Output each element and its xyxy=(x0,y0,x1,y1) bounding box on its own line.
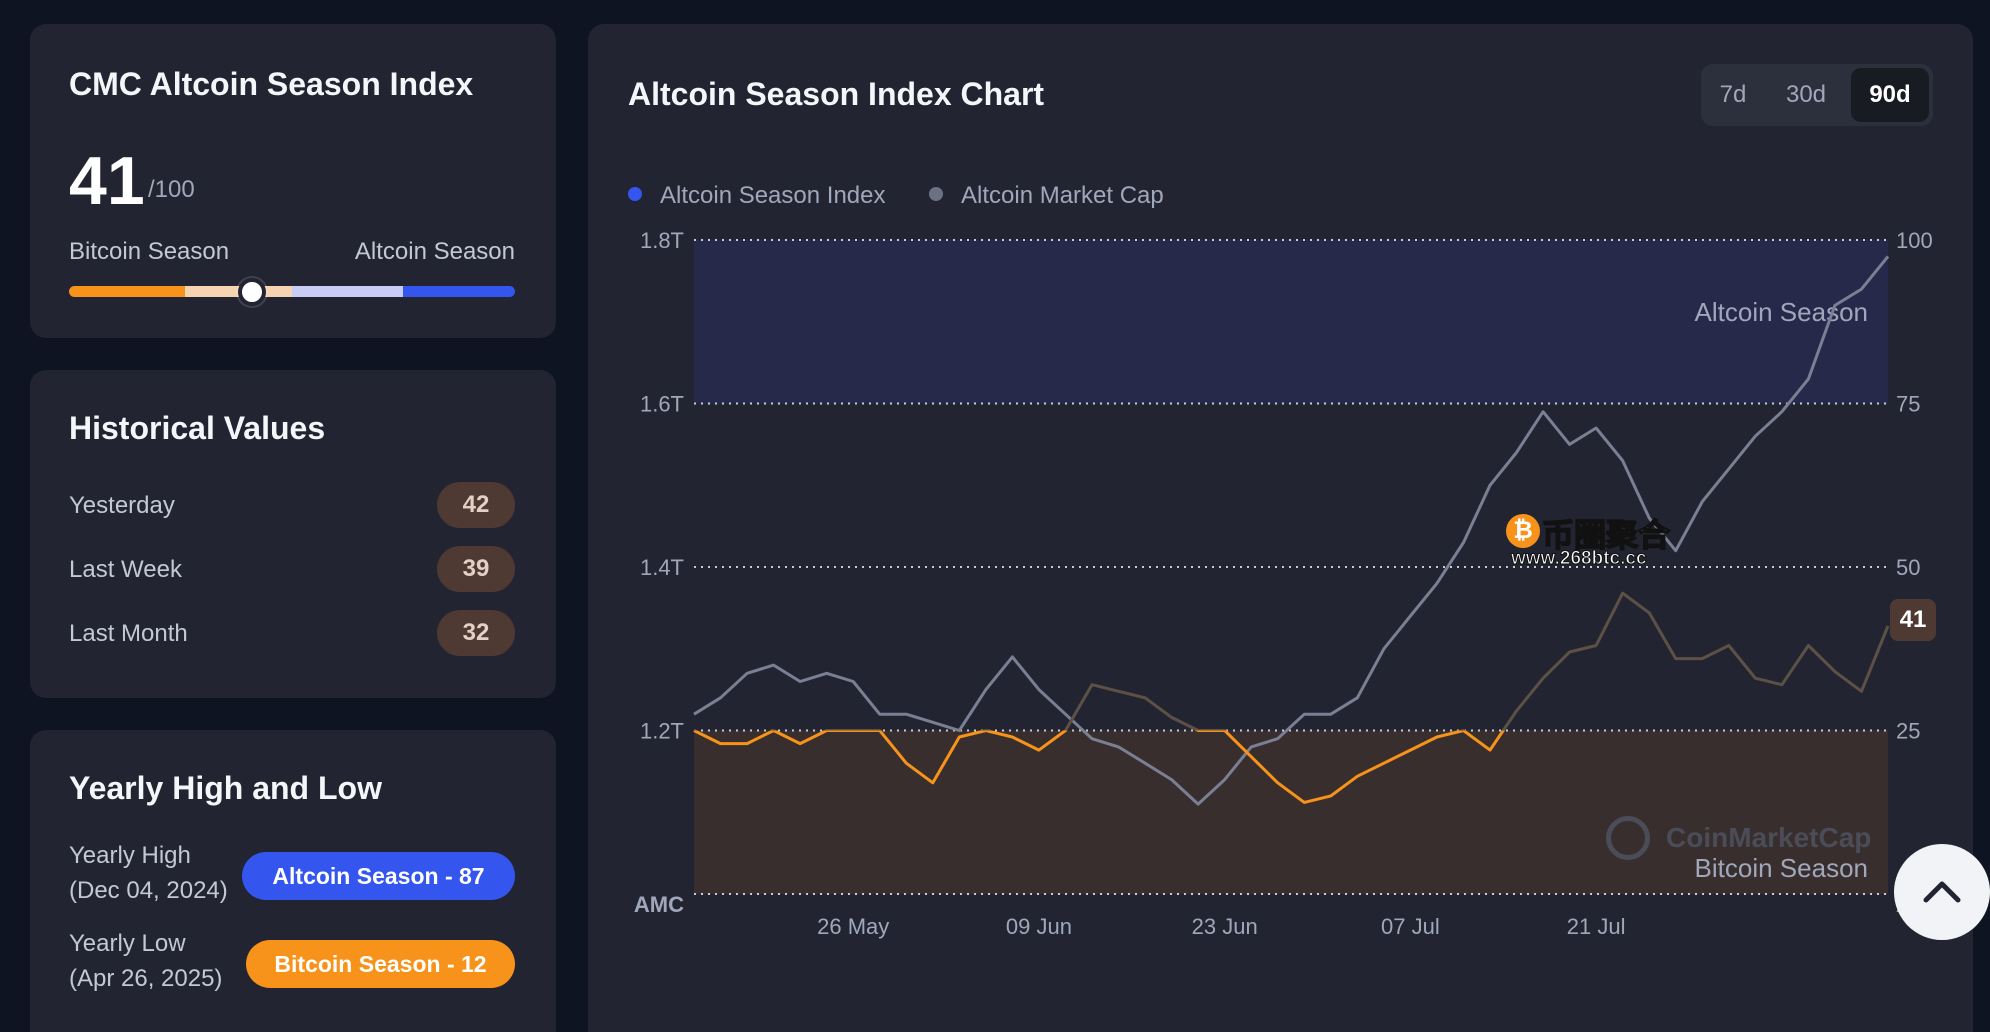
bitcoin-coin-icon: ₿ xyxy=(1506,514,1540,548)
coinmarketcap-watermark-text: CoinMarketCap xyxy=(1666,822,1872,853)
left-axis-tick: 1.2T xyxy=(640,719,684,744)
scroll-to-top-button[interactable] xyxy=(1894,844,1990,940)
historical-card: Historical Values Yesterday 42 Last Week… xyxy=(30,370,556,698)
gauge-thumb[interactable] xyxy=(237,278,266,306)
historical-label: Yesterday xyxy=(69,492,175,519)
historical-label: Last Month xyxy=(69,620,188,647)
yearly-title: Yearly High and Low xyxy=(69,770,382,806)
series-line-altcoin-season-index xyxy=(694,591,1890,731)
x-axis-tick: 23 Jun xyxy=(1192,914,1258,939)
gauge-bitcoin-segment xyxy=(69,286,185,297)
index-value: 41 xyxy=(69,143,145,219)
altcoin-season-zone xyxy=(694,240,1888,404)
legend-item-market-cap[interactable]: Altcoin Market Cap xyxy=(929,182,1164,210)
right-axis-tick: 75 xyxy=(1896,392,1920,417)
watermark-text: 币圈聚合 xyxy=(1541,516,1671,554)
chart-plot: 1.2T1.4T1.6T1.8T255075100AMCASI26 May09 … xyxy=(634,228,1933,939)
chart-title: Altcoin Season Index Chart xyxy=(628,76,1045,112)
yearly-high-label: Yearly High xyxy=(69,842,191,869)
left-axis-tick: 1.8T xyxy=(640,228,684,253)
yearly-card: Yearly High and Low Yearly High (Dec 04,… xyxy=(30,730,556,1032)
right-axis-tick: 25 xyxy=(1896,719,1920,744)
x-axis-tick: 21 Jul xyxy=(1567,914,1626,939)
historical-title: Historical Values xyxy=(69,410,326,446)
legend-item-index[interactable]: Altcoin Season Index xyxy=(628,182,885,210)
series-line-altcoin-season-index-bitcoin-zone xyxy=(693,730,1506,804)
gauge-light-orange-segment xyxy=(184,286,239,297)
yearly-high-pill: Altcoin Season - 87 xyxy=(242,852,515,900)
bitcoin-season-zone-label: Bitcoin Season xyxy=(1695,853,1868,883)
historical-value-badge: 39 xyxy=(437,546,515,592)
right-axis-tick: 100 xyxy=(1896,228,1933,253)
index-card: CMC Altcoin Season Index 41 /100 Bitcoin… xyxy=(30,24,556,338)
left-axis-tick: 1.4T xyxy=(640,555,684,580)
legend-dot-grey-icon xyxy=(929,187,943,201)
left-axis-tick: 1.6T xyxy=(640,392,684,417)
gauge-light-blue-segment xyxy=(291,286,404,297)
timeframe-7d-button[interactable]: 7d xyxy=(1719,81,1747,108)
legend-label: Altcoin Season Index xyxy=(660,182,886,209)
watermark-url: www.268btc.cc xyxy=(1511,548,1648,570)
bitcoin-season-zone xyxy=(694,730,1888,894)
index-max: /100 xyxy=(148,176,195,203)
series-line-altcoin-market-cap xyxy=(693,255,1890,806)
x-axis-tick: 26 May xyxy=(817,914,889,939)
historical-row-last-month: Last Month 32 xyxy=(69,610,515,656)
x-axis-tick: 09 Jun xyxy=(1006,914,1072,939)
gauge-altcoin-segment xyxy=(403,286,515,297)
historical-row-last-week: Last Week 39 xyxy=(69,546,515,592)
season-gauge xyxy=(69,286,515,297)
yearly-low-date: (Apr 26, 2025) xyxy=(69,965,223,992)
left-axis-label: AMC xyxy=(634,892,684,917)
timeframe-90d-button[interactable]: 90d xyxy=(1851,68,1929,122)
historical-row-yesterday: Yesterday 42 xyxy=(69,482,515,528)
historical-label: Last Week xyxy=(69,556,182,583)
current-value-badge: 41 xyxy=(1890,599,1936,641)
bitcoin-season-label: Bitcoin Season xyxy=(69,238,230,265)
coinmarketcap-logo-icon xyxy=(1606,816,1650,860)
historical-value-badge: 32 xyxy=(437,610,515,656)
chevron-up-icon xyxy=(1923,881,1961,903)
historical-value-badge: 42 xyxy=(437,482,515,528)
right-axis-tick: 50 xyxy=(1896,555,1920,580)
chart-card: Altcoin Season Index Chart 7d 30d 90d Al… xyxy=(588,24,1973,1032)
index-card-title: CMC Altcoin Season Index xyxy=(69,66,474,102)
yearly-high-date: (Dec 04, 2024) xyxy=(69,877,228,904)
timeframe-30d-button[interactable]: 30d xyxy=(1785,81,1827,108)
legend-dot-blue-icon xyxy=(628,187,642,201)
timeframe-selector: 7d 30d 90d xyxy=(1701,64,1933,126)
altcoin-season-label: Altcoin Season xyxy=(354,238,515,265)
yearly-low-pill: Bitcoin Season - 12 xyxy=(246,940,515,988)
yearly-low-label: Yearly Low xyxy=(69,930,186,957)
x-axis-tick: 07 Jul xyxy=(1381,914,1440,939)
legend-label: Altcoin Market Cap xyxy=(961,182,1164,209)
